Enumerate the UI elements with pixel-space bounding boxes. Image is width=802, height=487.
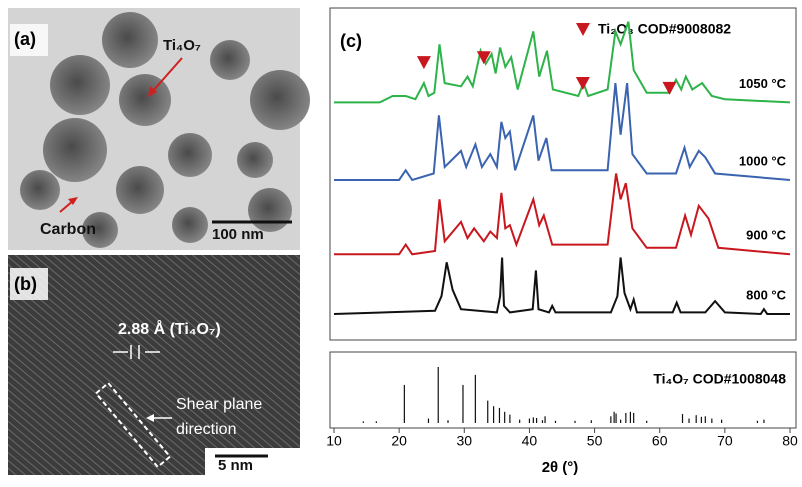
scale-label: 100 nm	[212, 226, 264, 243]
plot-frame	[330, 352, 796, 428]
x-tick-label: 10	[326, 433, 342, 449]
legend-label: Ti₂O₃ COD#9008082	[598, 21, 731, 37]
x-tick-label: 40	[522, 433, 538, 449]
annotation: Shear plane	[176, 396, 262, 413]
legend-marker	[576, 23, 590, 36]
annotation: Carbon	[40, 221, 96, 238]
x-tick-label: 30	[456, 433, 472, 449]
xrd-pattern	[334, 258, 790, 315]
series-label: 1050 °C	[739, 76, 787, 91]
annotation: direction	[176, 421, 236, 438]
series-label: 800 °C	[746, 287, 787, 302]
legend-label: Ti₄O₇ COD#1008048	[653, 371, 786, 387]
hrtem-image	[8, 255, 300, 475]
phase-marker	[576, 77, 590, 90]
x-tick-label: 50	[587, 433, 603, 449]
series-label: 900 °C	[746, 228, 787, 243]
panel-a: (a) Ti₄O₇ Carbon 100 nm	[8, 8, 310, 250]
annotation: Ti₄O₇	[163, 37, 201, 54]
x-tick-label: 70	[717, 433, 733, 449]
xrd-pattern	[334, 174, 790, 255]
x-tick-label: 20	[391, 433, 407, 449]
panel-b: (b) 2.88 Å (Ti₄O₇) Shear plane direction…	[8, 255, 300, 475]
scale-label: 5 nm	[218, 457, 253, 474]
series-label: 1000 °C	[739, 153, 787, 168]
phase-marker	[417, 56, 431, 69]
panel-label: (a)	[14, 29, 36, 49]
panel-label: (c)	[340, 31, 362, 51]
axis-title: 2θ (°)	[542, 459, 579, 476]
figure: (a) Ti₄O₇ Carbon 100 nm (b) 2.88 Å (Ti₄O…	[0, 0, 802, 482]
x-tick-label: 80	[782, 433, 798, 449]
x-tick-label: 60	[652, 433, 668, 449]
annotation: 2.88 Å (Ti₄O₇)	[118, 319, 221, 338]
panel-label: (b)	[14, 274, 37, 294]
